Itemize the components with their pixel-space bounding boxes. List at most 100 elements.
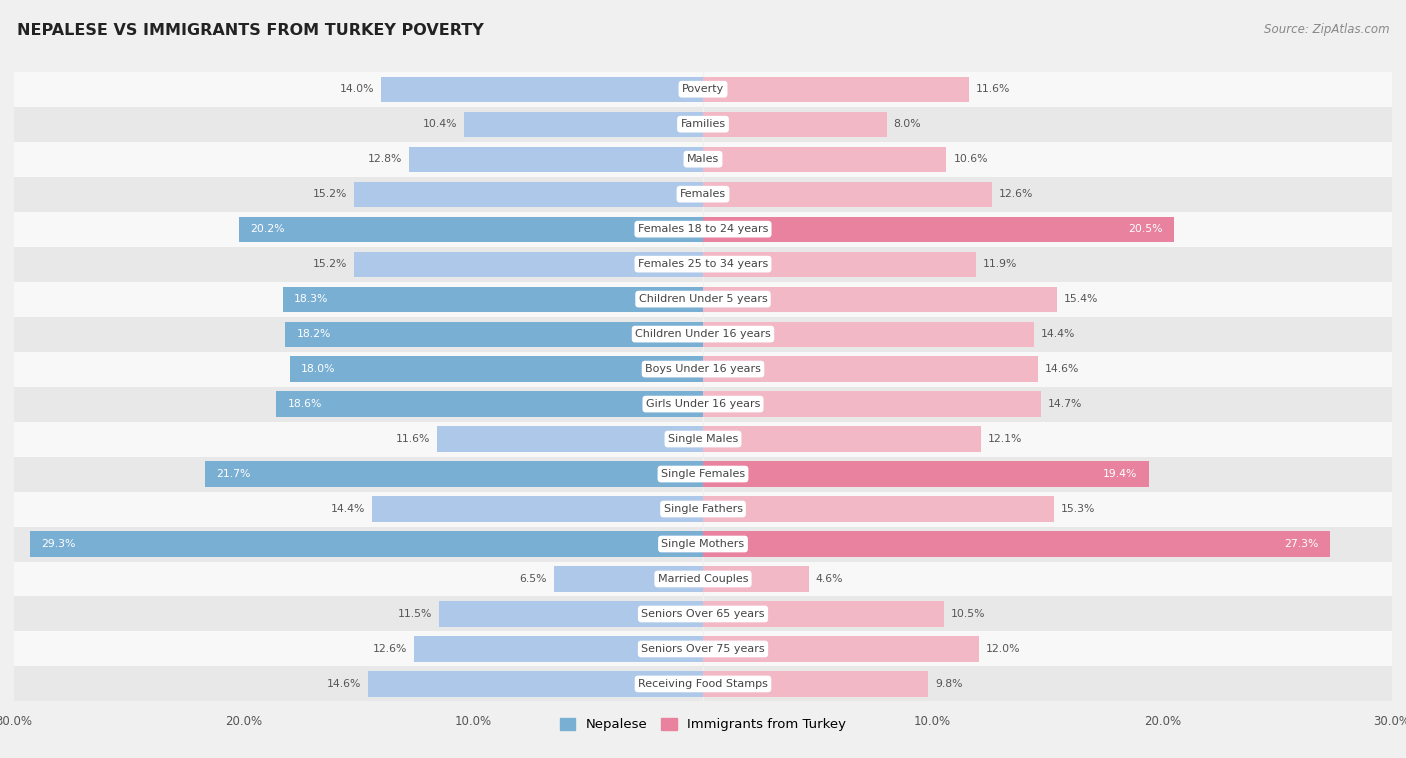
Text: 10.6%: 10.6% [953, 154, 988, 164]
Bar [703, 111, 887, 136]
Bar [554, 566, 703, 591]
Bar [14, 597, 1392, 631]
Text: 14.6%: 14.6% [1045, 364, 1080, 374]
Text: 11.9%: 11.9% [983, 259, 1018, 269]
Text: Females 18 to 24 years: Females 18 to 24 years [638, 224, 768, 234]
Bar [703, 637, 979, 662]
Bar [354, 252, 703, 277]
Bar [703, 287, 1057, 312]
Bar [14, 246, 1392, 282]
Text: 14.7%: 14.7% [1047, 399, 1081, 409]
Bar [14, 527, 1392, 562]
Text: Single Fathers: Single Fathers [664, 504, 742, 514]
Text: Single Males: Single Males [668, 434, 738, 444]
Text: 27.3%: 27.3% [1284, 539, 1319, 549]
Bar [14, 666, 1392, 701]
Text: Seniors Over 75 years: Seniors Over 75 years [641, 644, 765, 654]
Text: 10.5%: 10.5% [950, 609, 986, 619]
Text: 11.6%: 11.6% [395, 434, 430, 444]
Bar [409, 146, 703, 172]
Bar [439, 601, 703, 627]
Text: 11.5%: 11.5% [398, 609, 432, 619]
Text: 14.4%: 14.4% [1040, 329, 1076, 339]
Text: Males: Males [688, 154, 718, 164]
Text: 29.3%: 29.3% [42, 539, 76, 549]
Text: 4.6%: 4.6% [815, 574, 844, 584]
Text: 18.3%: 18.3% [294, 294, 329, 304]
Bar [14, 177, 1392, 211]
Bar [464, 111, 703, 136]
Text: 9.8%: 9.8% [935, 679, 963, 689]
Text: 20.5%: 20.5% [1128, 224, 1163, 234]
Text: 12.8%: 12.8% [368, 154, 402, 164]
Bar [703, 252, 976, 277]
Bar [14, 142, 1392, 177]
Text: 6.5%: 6.5% [519, 574, 547, 584]
Text: 18.6%: 18.6% [287, 399, 322, 409]
Text: Receiving Food Stamps: Receiving Food Stamps [638, 679, 768, 689]
Bar [14, 317, 1392, 352]
Text: Single Mothers: Single Mothers [661, 539, 745, 549]
Bar [703, 601, 945, 627]
Bar [14, 456, 1392, 491]
Text: Single Females: Single Females [661, 469, 745, 479]
Bar [703, 217, 1174, 242]
Bar [14, 491, 1392, 527]
Bar [703, 427, 981, 452]
Bar [14, 421, 1392, 456]
Bar [703, 321, 1033, 346]
Bar [239, 217, 703, 242]
Text: Boys Under 16 years: Boys Under 16 years [645, 364, 761, 374]
Text: 19.4%: 19.4% [1102, 469, 1137, 479]
Bar [14, 562, 1392, 597]
Text: Seniors Over 65 years: Seniors Over 65 years [641, 609, 765, 619]
Legend: Nepalese, Immigrants from Turkey: Nepalese, Immigrants from Turkey [554, 713, 852, 737]
Text: 15.2%: 15.2% [312, 190, 347, 199]
Text: 21.7%: 21.7% [217, 469, 250, 479]
Bar [14, 107, 1392, 142]
Text: Families: Families [681, 119, 725, 129]
Text: 8.0%: 8.0% [894, 119, 921, 129]
Text: Children Under 16 years: Children Under 16 years [636, 329, 770, 339]
Bar [703, 182, 993, 207]
Bar [703, 356, 1038, 382]
Bar [703, 496, 1054, 522]
Text: 15.3%: 15.3% [1062, 504, 1095, 514]
Bar [703, 391, 1040, 417]
Text: 12.6%: 12.6% [373, 644, 406, 654]
Bar [14, 387, 1392, 421]
Bar [14, 352, 1392, 387]
Text: 20.2%: 20.2% [250, 224, 285, 234]
Bar [285, 321, 703, 346]
Text: NEPALESE VS IMMIGRANTS FROM TURKEY POVERTY: NEPALESE VS IMMIGRANTS FROM TURKEY POVER… [17, 23, 484, 38]
Text: 12.1%: 12.1% [988, 434, 1022, 444]
Text: Married Couples: Married Couples [658, 574, 748, 584]
Text: 14.0%: 14.0% [340, 84, 374, 94]
Bar [703, 462, 1149, 487]
Text: 15.2%: 15.2% [312, 259, 347, 269]
Bar [368, 672, 703, 697]
Bar [283, 287, 703, 312]
Text: Girls Under 16 years: Girls Under 16 years [645, 399, 761, 409]
Text: 12.0%: 12.0% [986, 644, 1019, 654]
Bar [703, 566, 808, 591]
Bar [703, 77, 969, 102]
Text: Females: Females [681, 190, 725, 199]
Text: 18.0%: 18.0% [301, 364, 336, 374]
Bar [14, 211, 1392, 246]
Bar [290, 356, 703, 382]
Text: 14.6%: 14.6% [326, 679, 361, 689]
Text: Source: ZipAtlas.com: Source: ZipAtlas.com [1264, 23, 1389, 36]
Bar [437, 427, 703, 452]
Bar [14, 282, 1392, 317]
Text: 10.4%: 10.4% [423, 119, 457, 129]
Bar [14, 72, 1392, 107]
Text: 12.6%: 12.6% [1000, 190, 1033, 199]
Text: Poverty: Poverty [682, 84, 724, 94]
Bar [354, 182, 703, 207]
Text: Children Under 5 years: Children Under 5 years [638, 294, 768, 304]
Text: 14.4%: 14.4% [330, 504, 366, 514]
Text: 11.6%: 11.6% [976, 84, 1011, 94]
Bar [14, 631, 1392, 666]
Bar [703, 531, 1330, 556]
